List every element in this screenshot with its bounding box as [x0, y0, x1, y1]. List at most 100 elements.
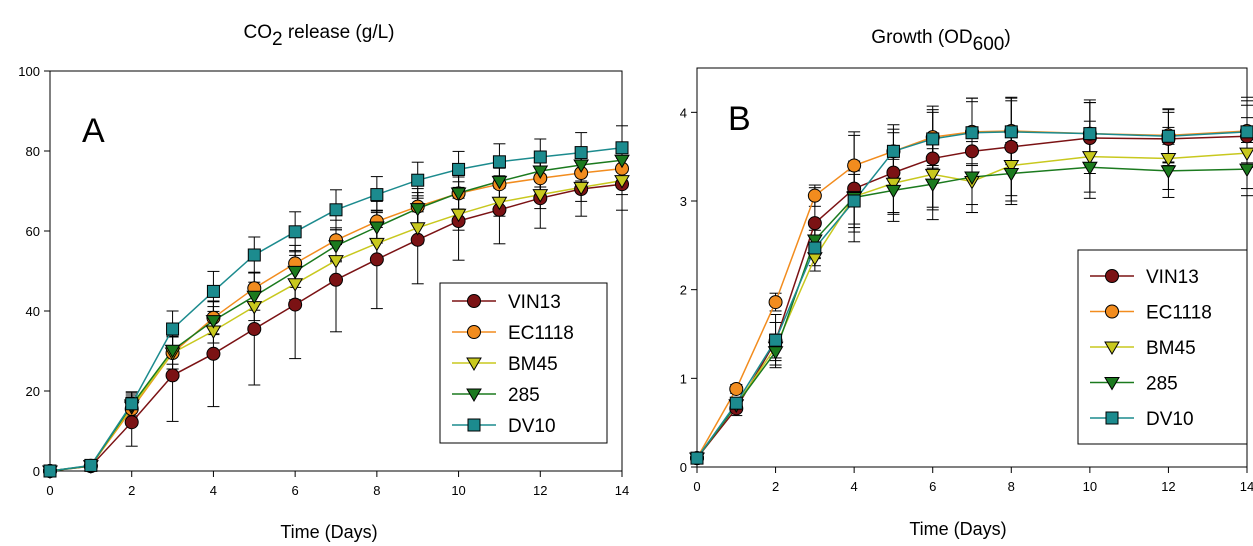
data-point-285: [205, 315, 222, 329]
title-rest: ): [1004, 27, 1010, 48]
x-axis-label: Time (Days): [280, 522, 377, 542]
data-point-bm45: [409, 222, 426, 236]
legend-label: VIN13: [1146, 267, 1199, 288]
data-point-dv10: [452, 162, 466, 176]
data-point-bm45: [287, 278, 304, 292]
x-tick-label: 4: [210, 483, 217, 498]
y-tick-label: 100: [18, 64, 40, 79]
data-point-285: [767, 346, 784, 360]
data-point-bm45: [1081, 151, 1098, 165]
title-main: Growth (OD: [871, 27, 972, 48]
data-point-vin13: [965, 144, 979, 159]
data-point-vin13: [886, 165, 901, 180]
series-line-285: [696, 166, 1248, 459]
x-tick-label: 8: [1008, 479, 1015, 494]
data-point-285: [287, 265, 304, 280]
data-point-ec1118: [729, 381, 744, 396]
data-point-dv10: [533, 150, 547, 164]
y-tick-label: 0: [680, 460, 687, 475]
data-point-vin13: [165, 368, 180, 383]
panel-letter: B: [728, 100, 751, 138]
data-point-bm45: [1160, 152, 1177, 167]
data-point-285: [164, 344, 181, 359]
data-point-285: [450, 187, 467, 201]
data-point-vin13: [329, 272, 343, 287]
data-point-dv10: [1161, 129, 1175, 143]
y-tick-label: 0: [33, 464, 40, 479]
x-tick-label: 4: [851, 479, 858, 494]
title-subscript: 600: [973, 34, 1005, 55]
x-tick-label: 14: [1240, 479, 1253, 494]
co2-release-chart: CO2 release (g/L)A0 2 4 6 8 10 12 1402040608010…: [18, 22, 630, 542]
data-point-285: [1081, 161, 1098, 176]
data-point-bm45: [491, 196, 508, 211]
legend-label: DV10: [1146, 409, 1194, 430]
data-point-bm45: [924, 168, 941, 183]
legend-label: 285: [508, 385, 540, 406]
data-point-285: [1239, 163, 1253, 178]
data-point-dv10: [492, 155, 506, 169]
data-point-dv10: [808, 241, 822, 255]
data-point-vin13: [124, 415, 139, 430]
legend-marker: [467, 325, 481, 339]
series-line-dv10: [696, 131, 1248, 459]
legend-label: BM45: [508, 354, 558, 375]
data-point-dv10: [247, 248, 261, 262]
data-point-dv10: [574, 146, 588, 160]
x-tick-label: 2: [772, 479, 779, 494]
data-point-dv10: [1004, 125, 1018, 139]
data-point-bm45: [1239, 147, 1253, 162]
series-line-bm45: [696, 152, 1248, 459]
y-tick-label: 40: [26, 304, 40, 319]
x-tick-label: 10: [1083, 479, 1097, 494]
legend-marker: [1105, 269, 1119, 283]
data-point-vin13: [1004, 139, 1019, 154]
data-point-285: [885, 184, 902, 199]
data-point-285: [964, 171, 980, 186]
data-point-dv10: [411, 173, 425, 187]
y-tick-label: 60: [26, 224, 40, 239]
legend-marker: [467, 418, 481, 432]
data-point-dv10: [1240, 125, 1253, 139]
data-point-285: [409, 203, 426, 217]
data-point-bm45: [1003, 160, 1020, 174]
legend-label: DV10: [508, 416, 556, 437]
legend-marker: [1104, 341, 1120, 355]
data-point-ec1118: [847, 158, 862, 173]
data-point-285: [491, 175, 508, 190]
data-point-bm45: [532, 189, 549, 203]
data-point-vin13: [807, 216, 822, 231]
x-tick-label: 12: [1161, 479, 1175, 494]
legend-marker: [1104, 377, 1120, 391]
data-point-ec1118: [807, 188, 822, 203]
y-tick-label: 1: [680, 371, 687, 386]
data-point-vin13: [369, 252, 384, 267]
data-point-bm45: [328, 255, 344, 269]
data-point-vin13: [206, 346, 221, 361]
data-point-bm45: [573, 181, 590, 196]
data-point-vin13: [247, 322, 262, 336]
data-point-dv10: [690, 451, 704, 465]
data-point-285: [368, 221, 385, 235]
data-point-285: [1003, 168, 1020, 182]
data-point-dv10: [166, 322, 180, 336]
data-point-285: [924, 178, 941, 193]
x-tick-label: 2: [128, 483, 135, 498]
x-axis-label: Time (Days): [909, 519, 1006, 539]
title-subscript: 2: [272, 29, 283, 50]
legend-label: BM45: [1146, 338, 1196, 359]
legend-label: VIN13: [508, 292, 561, 313]
data-point-285: [573, 159, 590, 173]
series-line-vin13: [696, 135, 1248, 459]
y-tick-label: 80: [26, 144, 40, 159]
data-point-dv10: [206, 284, 220, 298]
legend-marker: [1105, 304, 1119, 319]
legend-label: 285: [1146, 374, 1178, 395]
x-tick-label: 0: [693, 479, 700, 494]
data-point-ec1118: [768, 295, 783, 310]
x-tick-label: 12: [533, 483, 547, 498]
x-tick-label: 0: [46, 483, 53, 498]
data-point-dv10: [288, 225, 302, 239]
data-point-dv10: [43, 464, 57, 478]
data-point-vin13: [925, 151, 940, 166]
